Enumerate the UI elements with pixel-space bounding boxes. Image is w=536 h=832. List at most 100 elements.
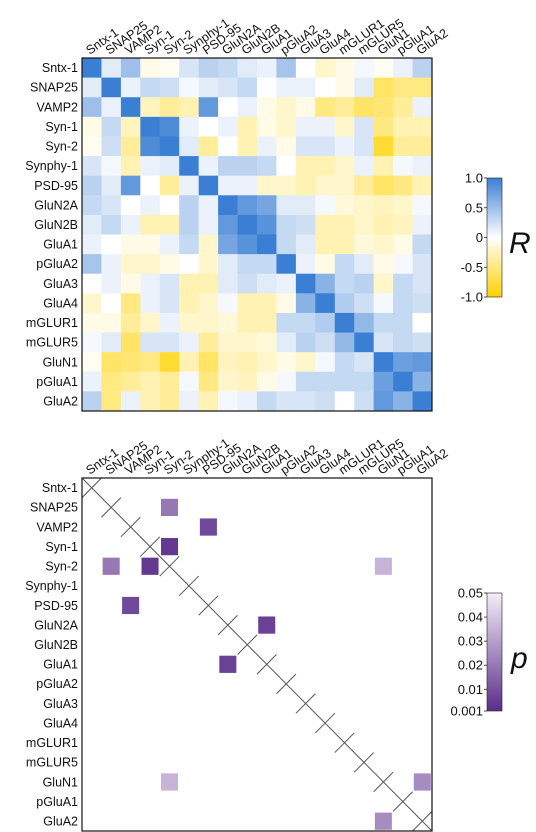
- sig-cell-syn-2-glun1: [374, 557, 392, 575]
- cell-snap25-glun2b: [237, 77, 258, 98]
- cell-synphy-1-sntx-1: [82, 156, 102, 177]
- cell-glua4-glun1: [373, 293, 394, 314]
- cell-glun2b-pglua1: [393, 214, 413, 235]
- cell-psd-95-synphy-1: [179, 175, 200, 196]
- diagonal-cross-glua1: [256, 654, 277, 675]
- cell-glun2a-mglur5: [354, 195, 375, 216]
- cell-psd-95-glun1: [373, 175, 394, 196]
- cell-psd-95-mglur1: [334, 175, 355, 196]
- sig-cell-glun1-glua2: [413, 773, 431, 791]
- cell-sntx-1-snap25: [101, 58, 122, 79]
- cell-syn-1-glun2b: [237, 116, 258, 137]
- cell-glua3-sntx-1: [82, 273, 102, 294]
- cell-glua2-psd-95: [198, 391, 219, 412]
- cell-glua3-glun1: [373, 273, 394, 294]
- cell-synphy-1-glua1: [257, 156, 277, 177]
- cell-synphy-1-psd-95: [198, 156, 219, 177]
- cell-mglur5-psd-95: [198, 332, 219, 353]
- cell-mglur1-mglur5: [354, 312, 375, 333]
- cell-mglur5-syn-2: [159, 332, 180, 353]
- cell-snap25-glua4: [315, 77, 336, 98]
- cell-mglur1-mglur1: [334, 312, 355, 333]
- diagonal-cross-glua3: [295, 693, 316, 714]
- cell-mglur1-glua1: [257, 312, 277, 333]
- cell-glun2b-glua2: [412, 214, 433, 235]
- cell-glun2b-mglur1: [334, 214, 355, 235]
- row-label-glua1: GluA1: [43, 238, 78, 252]
- cell-glun2a-pglua2: [276, 195, 297, 216]
- sig-cell-vamp2-psd-95: [199, 518, 217, 536]
- cell-psd-95-snap25: [101, 175, 122, 196]
- cell-psd-95-psd-95: [198, 175, 219, 196]
- cell-syn-1-mglur1: [334, 116, 355, 137]
- diagonal-cross-glun1: [373, 771, 394, 793]
- cell-snap25-mglur1: [334, 77, 355, 98]
- cell-glua1-glun2b: [237, 234, 258, 255]
- cell-syn-1-glua4: [315, 116, 336, 137]
- row-label-synphy-1: Synphy-1: [25, 159, 78, 173]
- cell-mglur5-synphy-1: [179, 332, 200, 353]
- cell-glua4-syn-2: [159, 293, 180, 314]
- cell-synphy-1-vamp2: [120, 156, 141, 177]
- diagonal-cross-pglua1: [392, 791, 413, 812]
- row-label-glua3: GluA3: [43, 277, 78, 291]
- cell-syn-2-vamp2: [120, 136, 141, 157]
- cell-glua4-glua2: [412, 293, 433, 314]
- cell-pglua1-glua4: [315, 371, 336, 392]
- cell-mglur5-mglur5: [354, 332, 375, 353]
- cell-snap25-glua2: [412, 77, 433, 98]
- row-label-glun2a: GluN2A: [34, 198, 78, 212]
- cell-glua1-glua3: [295, 234, 316, 255]
- cell-glua4-mglur5: [354, 293, 375, 314]
- sig-cell-snap25-syn-2: [160, 498, 179, 517]
- cell-glun2b-mglur5: [354, 214, 375, 235]
- cell-glun2b-syn-2: [159, 214, 180, 235]
- cell-glua1-syn-1: [140, 234, 161, 255]
- cell-glun1-sntx-1: [82, 352, 102, 373]
- row-label-glun2a: GluN2A: [34, 618, 78, 632]
- cell-glua2-synphy-1: [179, 391, 200, 412]
- diagonal-cross-glua2: [412, 811, 433, 832]
- cell-snap25-pglua2: [276, 77, 297, 98]
- cell-glun1-glua4: [315, 352, 336, 373]
- cell-glun1-snap25: [101, 352, 122, 373]
- cell-syn-2-glun1: [373, 136, 394, 157]
- row-label-glua1: GluA1: [43, 658, 78, 672]
- cell-pglua1-mglur1: [334, 371, 355, 392]
- cell-glua1-syn-2: [159, 234, 180, 255]
- cell-syn-1-sntx-1: [82, 116, 102, 137]
- cell-mglur5-glun2b: [237, 332, 258, 353]
- cell-vamp2-psd-95: [198, 97, 219, 118]
- cell-glun1-glua1: [257, 352, 277, 373]
- row-label-glun2b: GluN2B: [34, 638, 78, 652]
- cell-mglur5-vamp2: [120, 332, 141, 353]
- cell-snap25-mglur5: [354, 77, 375, 98]
- cell-vamp2-glua4: [315, 97, 336, 118]
- significance-heatmap: Sntx-1Sntx-1SNAP25SNAP25VAMP2VAMP2Syn-1S…: [25, 436, 528, 832]
- cell-mglur1-syn-2: [159, 312, 180, 333]
- row-label-mglur1: mGLUR1: [26, 736, 78, 750]
- cell-sntx-1-glua3: [295, 58, 316, 79]
- cell-syn-1-glua3: [295, 116, 316, 137]
- cell-glun1-vamp2: [120, 352, 141, 373]
- cell-snap25-psd-95: [198, 77, 219, 98]
- cell-snap25-glua3: [295, 77, 316, 98]
- cell-syn-2-syn-1: [140, 136, 161, 157]
- cell-glua1-vamp2: [120, 234, 141, 255]
- cell-vamp2-mglur1: [334, 97, 355, 118]
- cell-synphy-1-glun1: [373, 156, 394, 177]
- cell-vamp2-snap25: [101, 97, 122, 118]
- cell-snap25-synphy-1: [179, 77, 200, 98]
- sig-cell-syn-1-syn-2: [160, 538, 179, 556]
- cell-vamp2-syn-2: [159, 97, 180, 118]
- row-label-pglua1: pGluA1: [36, 375, 78, 389]
- cell-glua4-sntx-1: [82, 293, 102, 314]
- cell-mglur1-pglua2: [276, 312, 297, 333]
- heatmap-frame: [81, 57, 433, 412]
- cell-syn-2-synphy-1: [179, 136, 200, 157]
- cell-vamp2-glun2b: [237, 97, 258, 118]
- cell-glua4-glua3: [295, 293, 316, 314]
- cell-glua3-pglua1: [393, 273, 413, 294]
- cell-psd-95-glua2: [412, 175, 433, 196]
- cell-pglua2-mglur5: [354, 254, 375, 275]
